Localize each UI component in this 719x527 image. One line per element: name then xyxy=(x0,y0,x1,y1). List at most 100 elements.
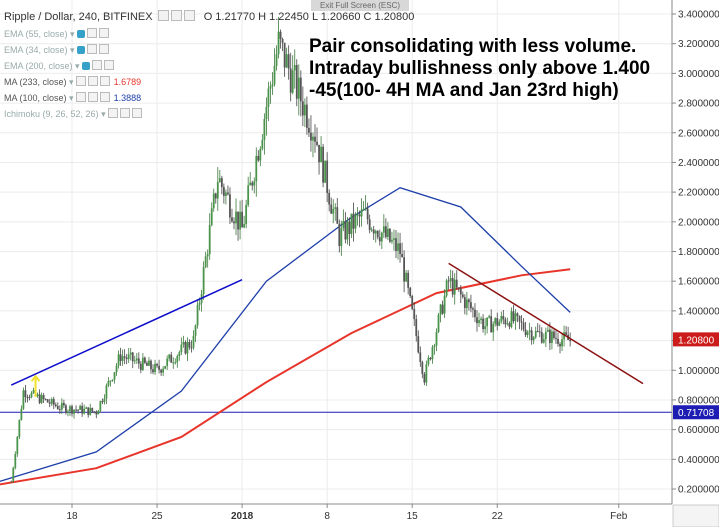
exit-fullscreen-button[interactable]: Exit Full Screen (ESC) xyxy=(311,0,409,11)
indicator-value: 1.6789 xyxy=(113,77,142,87)
time-axis: 18 25 2018 8 15 22 Feb xyxy=(0,503,672,527)
candle-body xyxy=(263,119,266,140)
candle-body xyxy=(310,132,312,141)
settings-icon xyxy=(87,92,98,102)
candle-body xyxy=(150,360,152,370)
candle-body xyxy=(259,148,262,161)
ma233-line xyxy=(0,268,571,486)
candle-body xyxy=(283,42,286,68)
candle-body xyxy=(285,54,288,68)
remove-icon xyxy=(98,44,109,54)
candle-body xyxy=(306,104,308,128)
candle-body xyxy=(447,280,450,282)
candle-body xyxy=(492,323,495,333)
candle-body xyxy=(540,332,543,343)
candle-body xyxy=(158,365,160,370)
candle-body xyxy=(530,330,533,341)
remove-icon xyxy=(131,108,142,118)
candle-body xyxy=(330,204,333,214)
candle-body xyxy=(67,411,69,413)
indicator-label: Ichimoku (9, 26, 52, 26) xyxy=(4,109,99,119)
price-tick-label: 3.400000 xyxy=(678,10,719,21)
candle-body xyxy=(407,272,410,288)
price-tick-label: 1.000000 xyxy=(678,366,719,377)
candle-body xyxy=(253,181,256,186)
candle-body xyxy=(115,365,118,373)
candle-body xyxy=(32,390,35,393)
candle-body xyxy=(36,394,39,396)
candle-body xyxy=(273,65,276,85)
price-axis: 0.200000 0.400000 0.600000 0.800000 1.000000… xyxy=(671,0,719,527)
candle-body xyxy=(91,407,94,412)
candle-body xyxy=(287,54,290,69)
candle-body xyxy=(101,401,104,403)
time-axis-bg xyxy=(0,504,672,527)
indicator-ema200[interactable]: EMA (200, close) ▾ xyxy=(4,60,114,72)
candle-body xyxy=(389,228,391,242)
candle-body xyxy=(208,225,211,255)
candle-body xyxy=(532,337,535,341)
visibility-icon xyxy=(76,46,85,54)
candle-body xyxy=(557,338,559,344)
candle-body xyxy=(427,357,430,365)
settings-icon xyxy=(119,108,130,118)
candle-body xyxy=(99,401,102,411)
settings-icon[interactable] xyxy=(170,10,182,21)
candle-body xyxy=(56,406,59,410)
candle-body xyxy=(198,302,201,305)
visibility-icon xyxy=(81,62,90,70)
candle-body xyxy=(148,360,150,366)
candle-body xyxy=(261,139,264,149)
candle-body xyxy=(289,68,292,93)
close-icon[interactable] xyxy=(183,10,195,21)
settings-icon xyxy=(86,28,97,38)
candle-body xyxy=(95,411,98,415)
candle-body xyxy=(470,302,472,309)
candle-body xyxy=(231,217,233,222)
indicator-ichimoku[interactable]: Ichimoku (9, 26, 52, 26) ▾ xyxy=(4,108,142,120)
candle-body xyxy=(83,408,86,414)
candle-body xyxy=(551,331,553,343)
candle-body xyxy=(405,272,408,282)
rising-trendline xyxy=(10,279,243,386)
candle-body xyxy=(77,409,79,411)
candle-body xyxy=(267,88,270,108)
price-tick-label: 2.000000 xyxy=(678,217,719,228)
indicator-ma100[interactable]: MA (100, close) ▾ 1.3888 xyxy=(4,92,142,103)
candle-body xyxy=(251,182,254,186)
candle-body xyxy=(522,322,525,330)
candle-body xyxy=(249,182,252,186)
time-tick-label: 22 xyxy=(492,511,504,522)
candle-body xyxy=(542,339,545,343)
candle-body xyxy=(500,316,503,322)
candle-body xyxy=(417,336,420,353)
candle-body xyxy=(257,156,260,161)
candle-body xyxy=(403,257,405,282)
candle-body xyxy=(425,364,428,383)
candle-body xyxy=(512,311,515,322)
indicator-ema55[interactable]: EMA (55, close) ▾ xyxy=(4,28,109,40)
candle-body xyxy=(455,279,458,288)
candle-body xyxy=(358,214,361,217)
candle-body xyxy=(510,311,513,327)
last-price-badge xyxy=(673,332,719,347)
candle-body xyxy=(44,399,47,401)
candle-body xyxy=(368,219,371,231)
indicator-ma233[interactable]: MA (233, close) ▾ 1.6789 xyxy=(4,76,142,87)
chart-annotation: Pair consolidating with less volume. Int… xyxy=(309,36,651,101)
candle-body xyxy=(538,331,541,333)
candle-body xyxy=(48,402,51,404)
candle-body xyxy=(301,101,304,116)
candle-body xyxy=(295,65,298,99)
indicator-ema34[interactable]: EMA (34, close) ▾ xyxy=(4,44,109,56)
candle-body xyxy=(336,207,339,224)
falling-trendline xyxy=(448,262,644,385)
candle-body xyxy=(255,156,258,182)
candle-body xyxy=(423,373,426,383)
candle-body xyxy=(372,229,375,234)
candle-body xyxy=(299,77,302,102)
eye-icon[interactable] xyxy=(157,10,169,21)
candle-body xyxy=(502,316,505,320)
candle-body xyxy=(411,295,414,310)
